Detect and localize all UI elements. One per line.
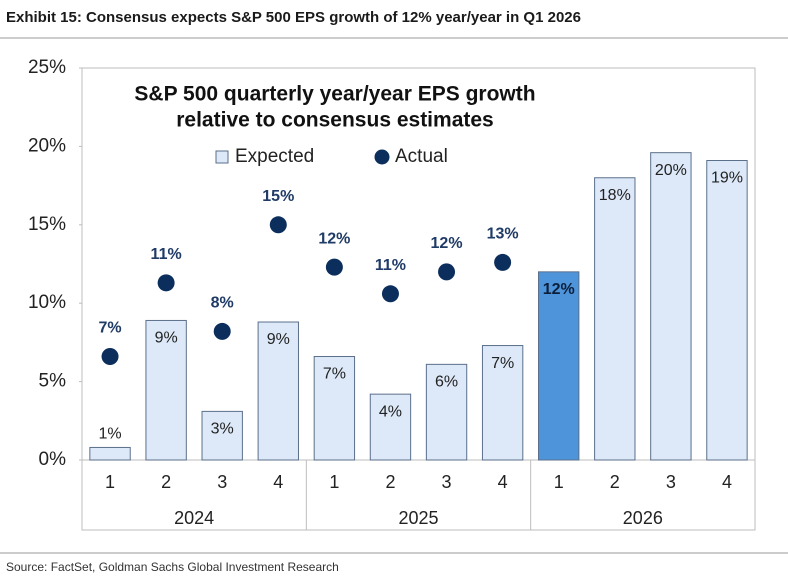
bar [257, 321, 299, 461]
x-group-label: 2024 [174, 508, 214, 528]
bar-value-label: 7% [491, 355, 514, 372]
bar-value-label: 6% [435, 374, 458, 391]
bar [201, 410, 243, 461]
chart-title: relative to consensus estimates [176, 109, 493, 132]
bar-value-label: 3% [211, 421, 234, 438]
point [494, 253, 512, 271]
point-value-label: 11% [151, 246, 182, 263]
bar-value-label: 4% [379, 403, 402, 420]
x-tick-label: 4 [498, 472, 508, 492]
bar-value-label: 20% [655, 162, 687, 179]
point [269, 216, 287, 234]
legend-swatch [215, 150, 229, 164]
x-tick-label: 3 [442, 472, 452, 492]
bar-value-label: 9% [155, 330, 178, 347]
point [381, 285, 399, 303]
point-value-label: 11% [375, 257, 406, 274]
point [101, 348, 119, 366]
x-group-label: 2025 [398, 508, 438, 528]
y-tick-label: 10% [28, 292, 66, 313]
point-value-label: 15% [262, 188, 294, 205]
bar [145, 319, 187, 461]
y-tick-label: 0% [39, 449, 67, 470]
x-tick-label: 1 [105, 472, 115, 492]
x-tick-label: 2 [161, 472, 171, 492]
legend-label: Expected [235, 146, 314, 167]
bar [89, 446, 131, 461]
x-tick-label: 2 [610, 472, 620, 492]
x-group-label: 2026 [623, 508, 663, 528]
bar [538, 271, 580, 461]
x-tick-label: 3 [666, 472, 676, 492]
point-value-label: 12% [318, 230, 350, 247]
bar-value-label: 1% [98, 426, 121, 443]
point [213, 322, 231, 340]
bar-value-label: 9% [267, 331, 290, 348]
bar [481, 345, 524, 461]
bar-value-label: 19% [711, 170, 743, 187]
point-value-label: 13% [487, 226, 519, 243]
plot-frame [81, 67, 756, 531]
x-tick-label: 4 [722, 472, 732, 492]
bar [369, 393, 412, 461]
chart-title: S&P 500 quarterly year/year EPS growth [134, 83, 535, 106]
y-tick-label: 15% [28, 214, 66, 235]
bar-value-label: 12% [543, 281, 575, 298]
y-tick-label: 25% [28, 57, 66, 78]
point [438, 263, 456, 281]
legend-label: Actual [395, 146, 448, 167]
y-tick-label: 20% [28, 135, 66, 156]
y-tick-label: 5% [39, 371, 67, 392]
bar [706, 160, 748, 461]
bar [650, 152, 692, 461]
bar [313, 356, 356, 461]
legend-swatch [374, 149, 390, 165]
source: Source: FactSet, Goldman Sachs Global In… [6, 560, 339, 574]
x-tick-label: 4 [273, 472, 283, 492]
point-value-label: 12% [431, 235, 463, 252]
x-tick-label: 3 [217, 472, 227, 492]
x-tick-label: 1 [554, 472, 564, 492]
point-value-label: 7% [98, 320, 121, 337]
bar-value-label: 18% [599, 187, 631, 204]
bar-value-label: 7% [323, 366, 346, 383]
x-tick-label: 1 [329, 472, 339, 492]
point-value-label: 8% [211, 295, 234, 312]
point [157, 274, 175, 292]
bar [425, 363, 468, 461]
exhibit-header: Exhibit 15: Consensus expects S&P 500 EP… [6, 9, 581, 26]
x-tick-label: 2 [385, 472, 395, 492]
bar [594, 177, 636, 461]
point [325, 258, 343, 276]
